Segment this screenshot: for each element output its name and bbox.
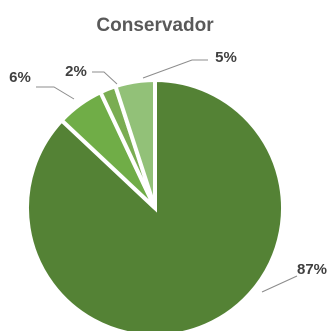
pie-slices xyxy=(25,77,285,331)
data-labels: 87% 6% 2% 5% xyxy=(9,49,327,278)
data-label-1: 6% xyxy=(9,69,31,86)
leader-line-3 xyxy=(142,59,208,79)
leader-line-1 xyxy=(36,86,75,100)
data-label-0: 87% xyxy=(297,261,327,278)
pie-slice-0 xyxy=(25,77,285,331)
data-label-2: 2% xyxy=(65,63,87,80)
leader-line-2 xyxy=(92,71,118,85)
data-label-3: 5% xyxy=(215,49,237,66)
pie-slice-3 xyxy=(112,77,157,209)
leader-lines xyxy=(36,59,298,293)
chart-title: Conservador xyxy=(96,15,214,36)
leader-line-0 xyxy=(261,275,298,293)
